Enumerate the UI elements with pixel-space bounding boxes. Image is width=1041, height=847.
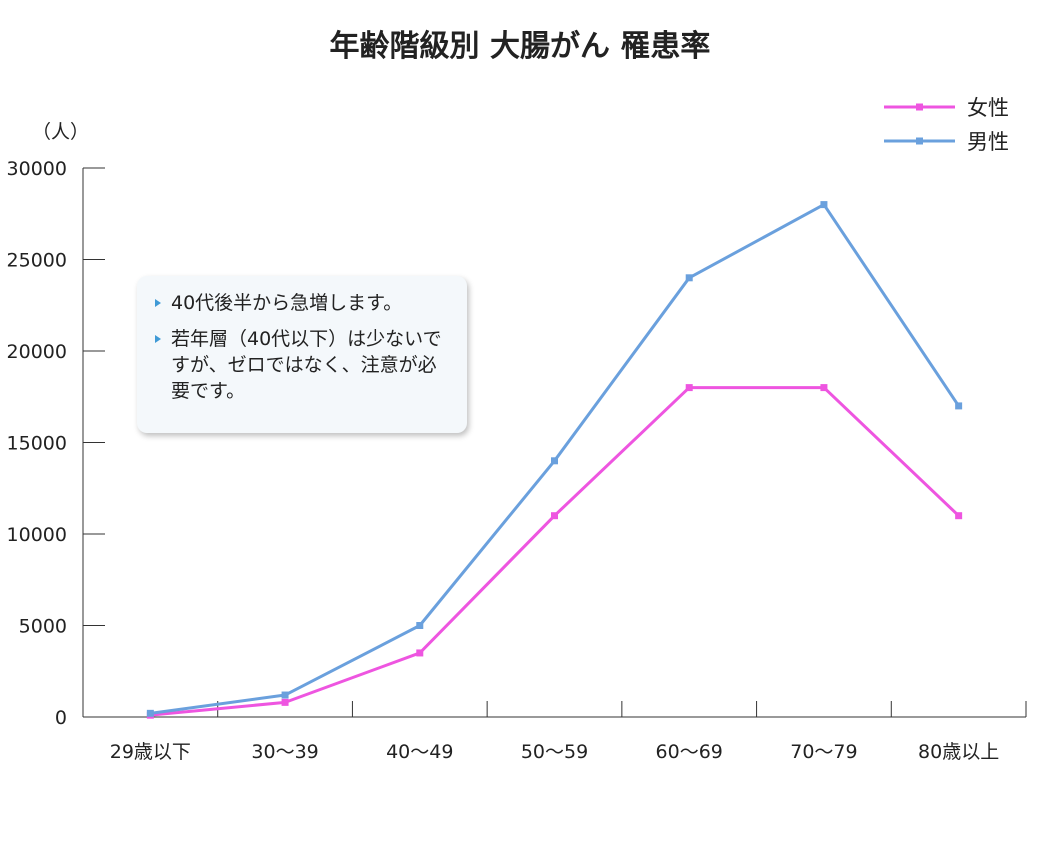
callout-bullet: 40代後半から急増します。 (155, 290, 453, 316)
annotation-callout: 40代後半から急増します。 若年層（40代以下）は少ないですが、ゼロではなく、注… (137, 276, 467, 481)
data-point (281, 698, 289, 706)
legend-swatch-marker (916, 103, 923, 111)
data-point (820, 201, 828, 209)
data-point (685, 274, 693, 282)
callout-bullet: 若年層（40代以下）は少ないですが、ゼロではなく、注意が必要です。 (155, 326, 453, 404)
x-tick-label: 70〜79 (790, 741, 857, 763)
y-tick-label: 0 (55, 707, 67, 729)
x-tick-label: 29歳以下 (110, 741, 191, 763)
legend-label: 女性 (967, 96, 1009, 120)
bullet-triangle-icon (155, 299, 161, 307)
callout-content: 40代後半から急増します。 若年層（40代以下）は少ないですが、ゼロではなく、注… (155, 290, 453, 414)
x-tick-label: 80歳以上 (918, 741, 999, 763)
x-tick-label: 60〜69 (656, 741, 723, 763)
series-0 (146, 384, 963, 719)
axes: 0 5000 10000 15000 20000 25000 30000 29歳以下 30〜39… (7, 158, 1027, 763)
data-point (416, 649, 424, 657)
data-point (820, 384, 828, 392)
x-tick-label: 40〜49 (386, 741, 453, 763)
chart-title: 年齢階級別 大腸がん 罹患率 (330, 29, 711, 64)
legend-label: 男性 (967, 130, 1009, 154)
series-layer (146, 201, 963, 719)
x-tick-label: 30〜39 (251, 741, 318, 763)
y-tick-label: 20000 (7, 341, 67, 363)
y-axis-unit: （人） (32, 121, 89, 143)
data-point (551, 457, 558, 465)
series-1 (146, 201, 963, 717)
legend-item: 男性 (884, 130, 1009, 154)
callout-bullet-text: 40代後半から急増します。 (171, 292, 403, 314)
data-point (955, 402, 963, 410)
bullet-triangle-icon (155, 335, 161, 343)
data-point (416, 622, 424, 629)
legend-item: 女性 (884, 96, 1009, 120)
callout-bullet-text: 若年層（40代以下）は少ないですが、ゼロではなく、注意が必要です。 (171, 328, 442, 402)
data-point (685, 384, 693, 392)
y-tick-label: 10000 (7, 524, 67, 546)
legend-swatch-marker (916, 137, 923, 145)
data-point (281, 691, 289, 699)
data-point (551, 512, 558, 520)
data-point (955, 512, 963, 520)
y-tick-label: 25000 (7, 250, 67, 272)
data-point (146, 709, 154, 717)
y-tick-label: 30000 (7, 158, 67, 180)
callout-box (137, 276, 467, 433)
y-tick-label: 5000 (19, 616, 67, 638)
x-tick-label: 50〜59 (521, 741, 588, 763)
y-tick-label: 15000 (7, 433, 67, 455)
series-line (150, 386, 960, 717)
